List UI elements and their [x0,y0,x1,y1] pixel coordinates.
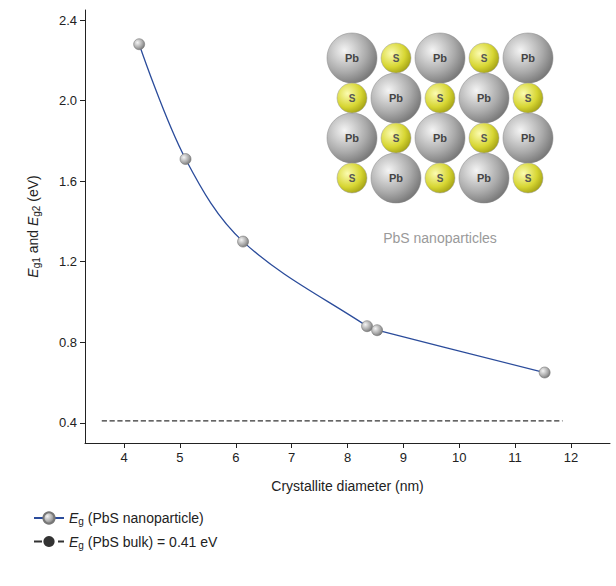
svg-text:Pb: Pb [521,132,535,144]
svg-text:(eV): (eV) [25,175,41,205]
svg-text:S: S [437,173,444,184]
svg-text:8: 8 [344,450,351,465]
svg-text:Pb: Pb [345,132,359,144]
svg-text:S: S [437,93,444,104]
svg-text:S: S [481,53,488,64]
svg-text:S: S [349,173,356,184]
svg-text:Pb: Pb [389,92,403,104]
svg-text:Crystallite diameter (nm): Crystallite diameter (nm) [271,478,423,494]
svg-text:7: 7 [288,450,295,465]
svg-text:2.4: 2.4 [59,13,77,28]
svg-text:S: S [393,133,400,144]
svg-text:S: S [393,53,400,64]
svg-text:12: 12 [564,450,578,465]
svg-text:1.6: 1.6 [59,174,77,189]
svg-text:Pb: Pb [477,92,491,104]
svg-text:g2: g2 [31,205,42,217]
svg-text:E: E [24,268,41,278]
svg-text:Pb: Pb [389,172,403,184]
svg-text:1.2: 1.2 [59,254,77,269]
svg-text:5: 5 [176,450,183,465]
svg-text:Pb: Pb [345,52,359,64]
svg-text:10: 10 [452,450,466,465]
svg-text:Pb: Pb [433,132,447,144]
svg-text:S: S [525,93,532,104]
svg-text:PbS nanoparticles: PbS nanoparticles [383,230,497,246]
svg-text:6: 6 [232,450,239,465]
svg-text:E: E [24,216,41,227]
svg-text:S: S [525,173,532,184]
svg-text:Pb: Pb [433,52,447,64]
svg-text:(PbS bulk) = 0.41 eV: (PbS bulk) = 0.41 eV [84,534,218,550]
svg-text:and: and [25,226,41,257]
svg-text:S: S [349,93,356,104]
svg-text:0.8: 0.8 [59,335,77,350]
svg-text:S: S [481,133,488,144]
svg-text:0.4: 0.4 [59,415,77,430]
svg-text:9: 9 [400,450,407,465]
svg-text:4: 4 [120,450,127,465]
svg-text:Pb: Pb [521,52,535,64]
html-text:Eg: Eg [69,533,84,551]
svg-text:Pb: Pb [477,172,491,184]
svg-text:2.0: 2.0 [59,93,77,108]
svg-text:11: 11 [508,450,522,465]
html-text:Eg: Eg [69,510,84,527]
svg-text:g1: g1 [31,257,42,269]
svg-text:(PbS nanoparticle): (PbS nanoparticle) [84,510,204,526]
